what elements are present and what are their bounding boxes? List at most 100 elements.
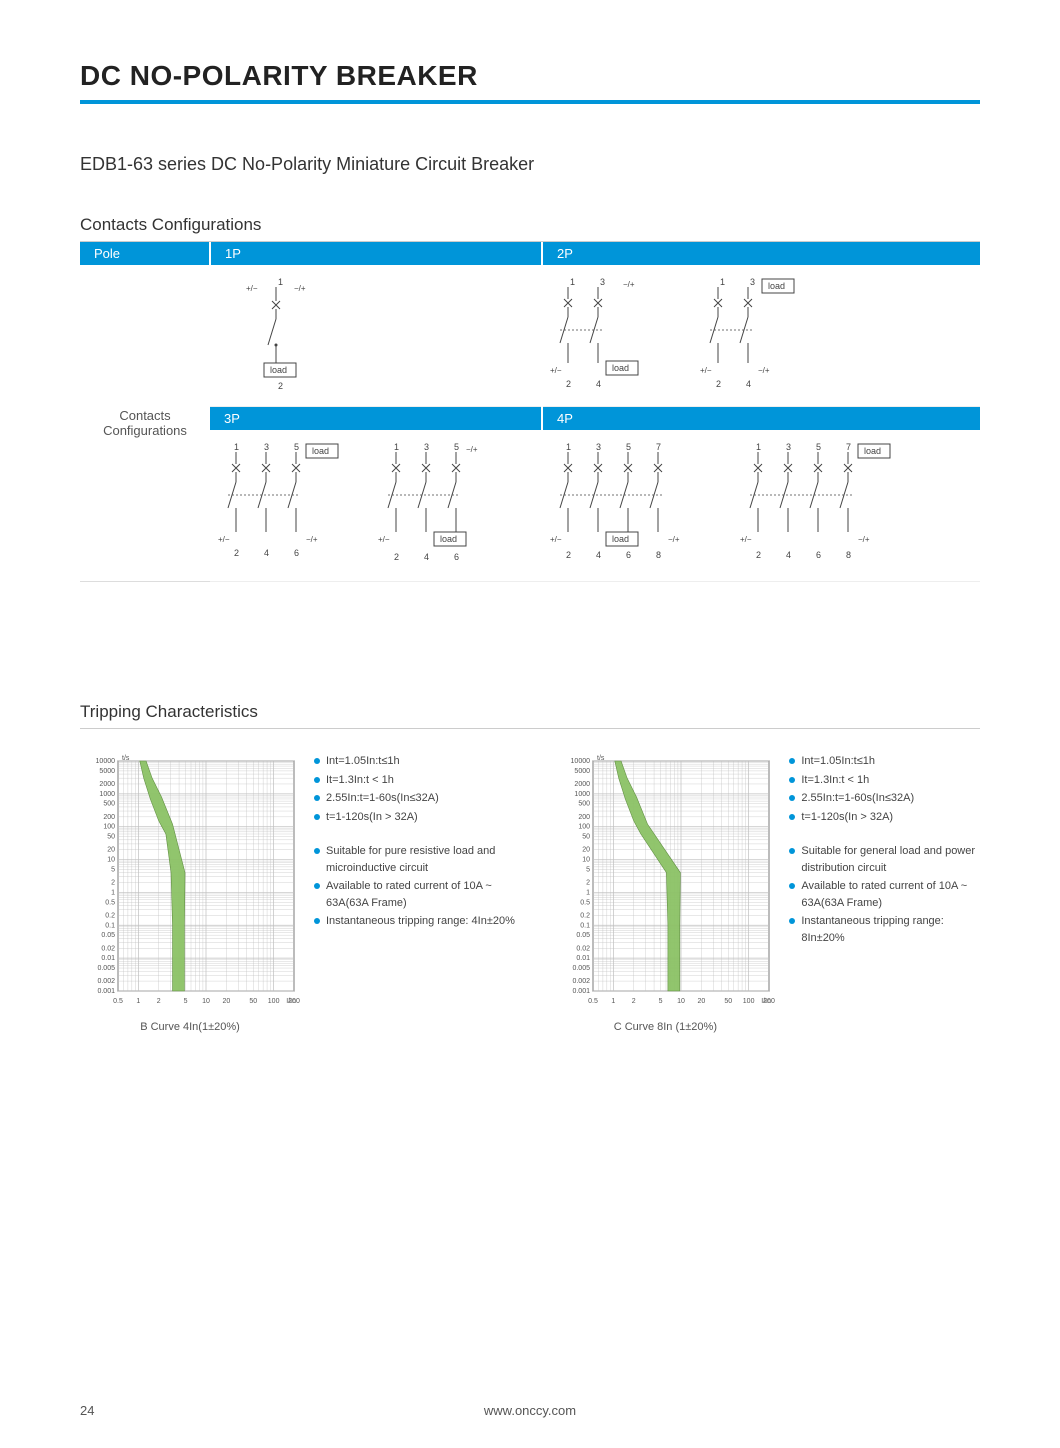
svg-text:0.05: 0.05 [577,932,591,939]
svg-text:5000: 5000 [575,768,591,775]
page-title: DC NO-POLARITY BREAKER [80,60,980,92]
legend-text: Instantaneous tripping range: 4In±20% [326,913,515,930]
legend-item: It=1.3In:t < 1h [314,772,515,789]
svg-text:4: 4 [786,550,791,560]
svg-text:6: 6 [816,550,821,560]
svg-text:20: 20 [222,998,230,1005]
svg-text:5: 5 [626,442,631,452]
svg-text:2: 2 [756,550,761,560]
svg-text:500: 500 [579,801,591,808]
svg-text:2: 2 [632,998,636,1005]
svg-text:5000: 5000 [99,768,115,775]
svg-text:100: 100 [743,998,755,1005]
svg-text:−/+: −/+ [466,445,478,454]
svg-text:500: 500 [103,801,115,808]
footer: 24 www.onccy.com [0,1403,1060,1418]
svg-text:0.002: 0.002 [573,978,591,985]
svg-text:0.02: 0.02 [577,945,591,952]
legend-item: Instantaneous tripping range: 4In±20% [314,913,515,930]
legend-item: It=1.3In:t < 1h [789,772,980,789]
svg-text:10: 10 [677,998,685,1005]
svg-text:I/In: I/In [286,998,296,1005]
bullet-icon [314,814,320,820]
legend-item: Available to rated current of 10A ~ 63A(… [314,878,515,911]
svg-text:200: 200 [579,814,591,821]
legend-text: Available to rated current of 10A ~ 63A(… [801,878,980,911]
legend-item: Int=1.05In:t≤1h [789,753,980,770]
svg-text:1: 1 [586,889,590,896]
svg-text:2: 2 [234,548,239,558]
svg-text:0.5: 0.5 [588,998,598,1005]
svg-text:t/s: t/s [597,755,605,762]
svg-text:1: 1 [394,442,399,452]
bullet-icon [314,777,320,783]
svg-text:50: 50 [725,998,733,1005]
diagram-1p: 1 +/− −/+ load [210,265,542,407]
svg-text:+/−: +/− [740,535,752,544]
svg-text:200: 200 [103,814,115,821]
svg-text:10: 10 [107,857,115,864]
svg-text:20: 20 [107,847,115,854]
pole-header: Pole [80,242,210,265]
svg-text:0.1: 0.1 [105,922,115,929]
bullet-icon [789,758,795,764]
svg-text:0.2: 0.2 [105,912,115,919]
page-number: 24 [80,1403,94,1418]
svg-text:load: load [312,446,329,456]
svg-text:8: 8 [846,550,851,560]
svg-text:6: 6 [454,552,459,562]
svg-text:5: 5 [454,442,459,452]
svg-text:2: 2 [586,880,590,887]
svg-text:20: 20 [583,847,591,854]
bullet-icon [789,883,795,889]
pole-1p-header: 1P [210,242,542,265]
svg-text:1000: 1000 [99,791,115,798]
svg-text:5: 5 [294,442,299,452]
diagram-3p: 135 load +/−−/+ 246 135 [210,430,542,582]
b-curve-chart: 100005000200010005002001005020105210.50.… [80,753,300,1013]
svg-text:−/+: −/+ [758,366,770,375]
bullet-icon [789,777,795,783]
legend-text: Int=1.05In:t≤1h [801,753,875,770]
svg-text:−/+: −/+ [858,535,870,544]
bullet-icon [789,848,795,854]
legend-item: Instantaneous tripping range: 8In±20% [789,913,980,946]
tripping-charts: 100005000200010005002001005020105210.50.… [80,753,980,1033]
footer-url: www.onccy.com [484,1403,576,1418]
svg-text:4: 4 [596,550,601,560]
svg-text:load: load [270,365,287,375]
svg-text:2: 2 [716,379,721,389]
svg-text:−/+: −/+ [294,284,306,293]
svg-text:3: 3 [264,442,269,452]
diagram-4p: 1357 +/−−/+ load 2468 [542,430,980,582]
svg-text:2: 2 [157,998,161,1005]
svg-text:3: 3 [424,442,429,452]
svg-text:+/−: +/− [246,284,258,293]
legend-text: Instantaneous tripping range: 8In±20% [801,913,980,946]
legend-item: 2.55In:t=1-60s(In≤32A) [789,790,980,807]
svg-text:0.005: 0.005 [97,965,115,972]
svg-text:1: 1 [570,277,575,287]
contacts-row-label: Contacts Configurations [80,265,210,582]
diagram-2p: 13 −/+ [542,265,980,407]
svg-text:0.05: 0.05 [101,932,115,939]
subtitle: EDB1-63 series DC No-Polarity Miniature … [80,154,980,175]
svg-text:7: 7 [846,442,851,452]
bullet-icon [314,883,320,889]
svg-text:1: 1 [612,998,616,1005]
svg-text:3: 3 [596,442,601,452]
svg-text:0.002: 0.002 [97,978,115,985]
svg-text:+/−: +/− [700,366,712,375]
svg-text:1: 1 [720,277,725,287]
svg-text:0.1: 0.1 [581,922,591,929]
svg-text:5: 5 [111,866,115,873]
svg-text:8: 8 [656,550,661,560]
svg-text:3: 3 [786,442,791,452]
bullet-icon [314,918,320,924]
legend-text: 2.55In:t=1-60s(In≤32A) [326,790,439,807]
b-curve-legend: Int=1.05In:t≤1hIt=1.3In:t < 1h2.55In:t=1… [314,753,515,1033]
svg-text:50: 50 [249,998,257,1005]
svg-text:10: 10 [202,998,210,1005]
legend-text: 2.55In:t=1-60s(In≤32A) [801,790,914,807]
b-curve-caption: B Curve 4In(1±20%) [140,1021,240,1033]
